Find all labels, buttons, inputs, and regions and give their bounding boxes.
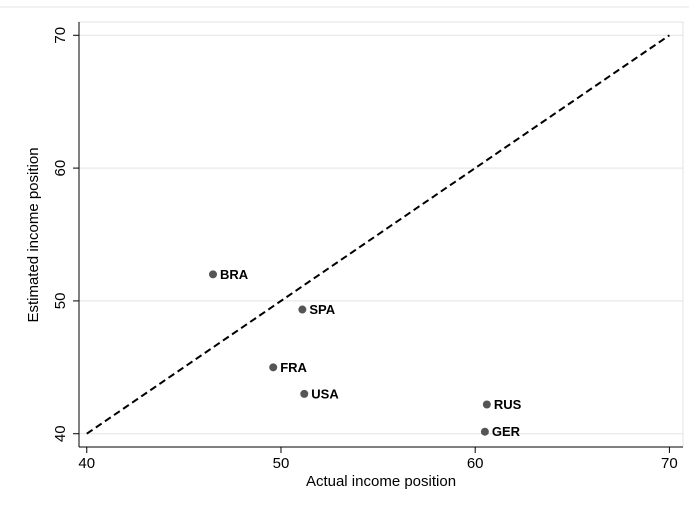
x-tick-label: 50 [273, 455, 290, 472]
point [482, 400, 491, 409]
point [298, 305, 307, 314]
y-tick-label: 70 [52, 27, 69, 44]
reference-line [86, 34, 670, 435]
point-label: RUS [494, 397, 522, 412]
y-tick-label: 50 [52, 293, 69, 310]
point-label: GER [492, 424, 521, 439]
y-tick-label: 40 [52, 425, 69, 442]
plot-frame [78, 21, 684, 448]
point [269, 363, 278, 372]
point [300, 389, 309, 398]
point [480, 427, 489, 436]
x-tick-label: 60 [467, 455, 484, 472]
y-axis-title: Estimated income position [25, 147, 42, 322]
point-label: BRA [220, 267, 249, 282]
y-tick-label: 60 [52, 160, 69, 177]
x-axis-title: Actual income position [306, 473, 456, 490]
x-tick-label: 40 [78, 455, 95, 472]
point [209, 270, 218, 279]
point-label: SPA [309, 302, 335, 317]
point-label: FRA [280, 360, 307, 375]
point-label: USA [311, 386, 339, 401]
x-tick-label: 70 [661, 455, 678, 472]
